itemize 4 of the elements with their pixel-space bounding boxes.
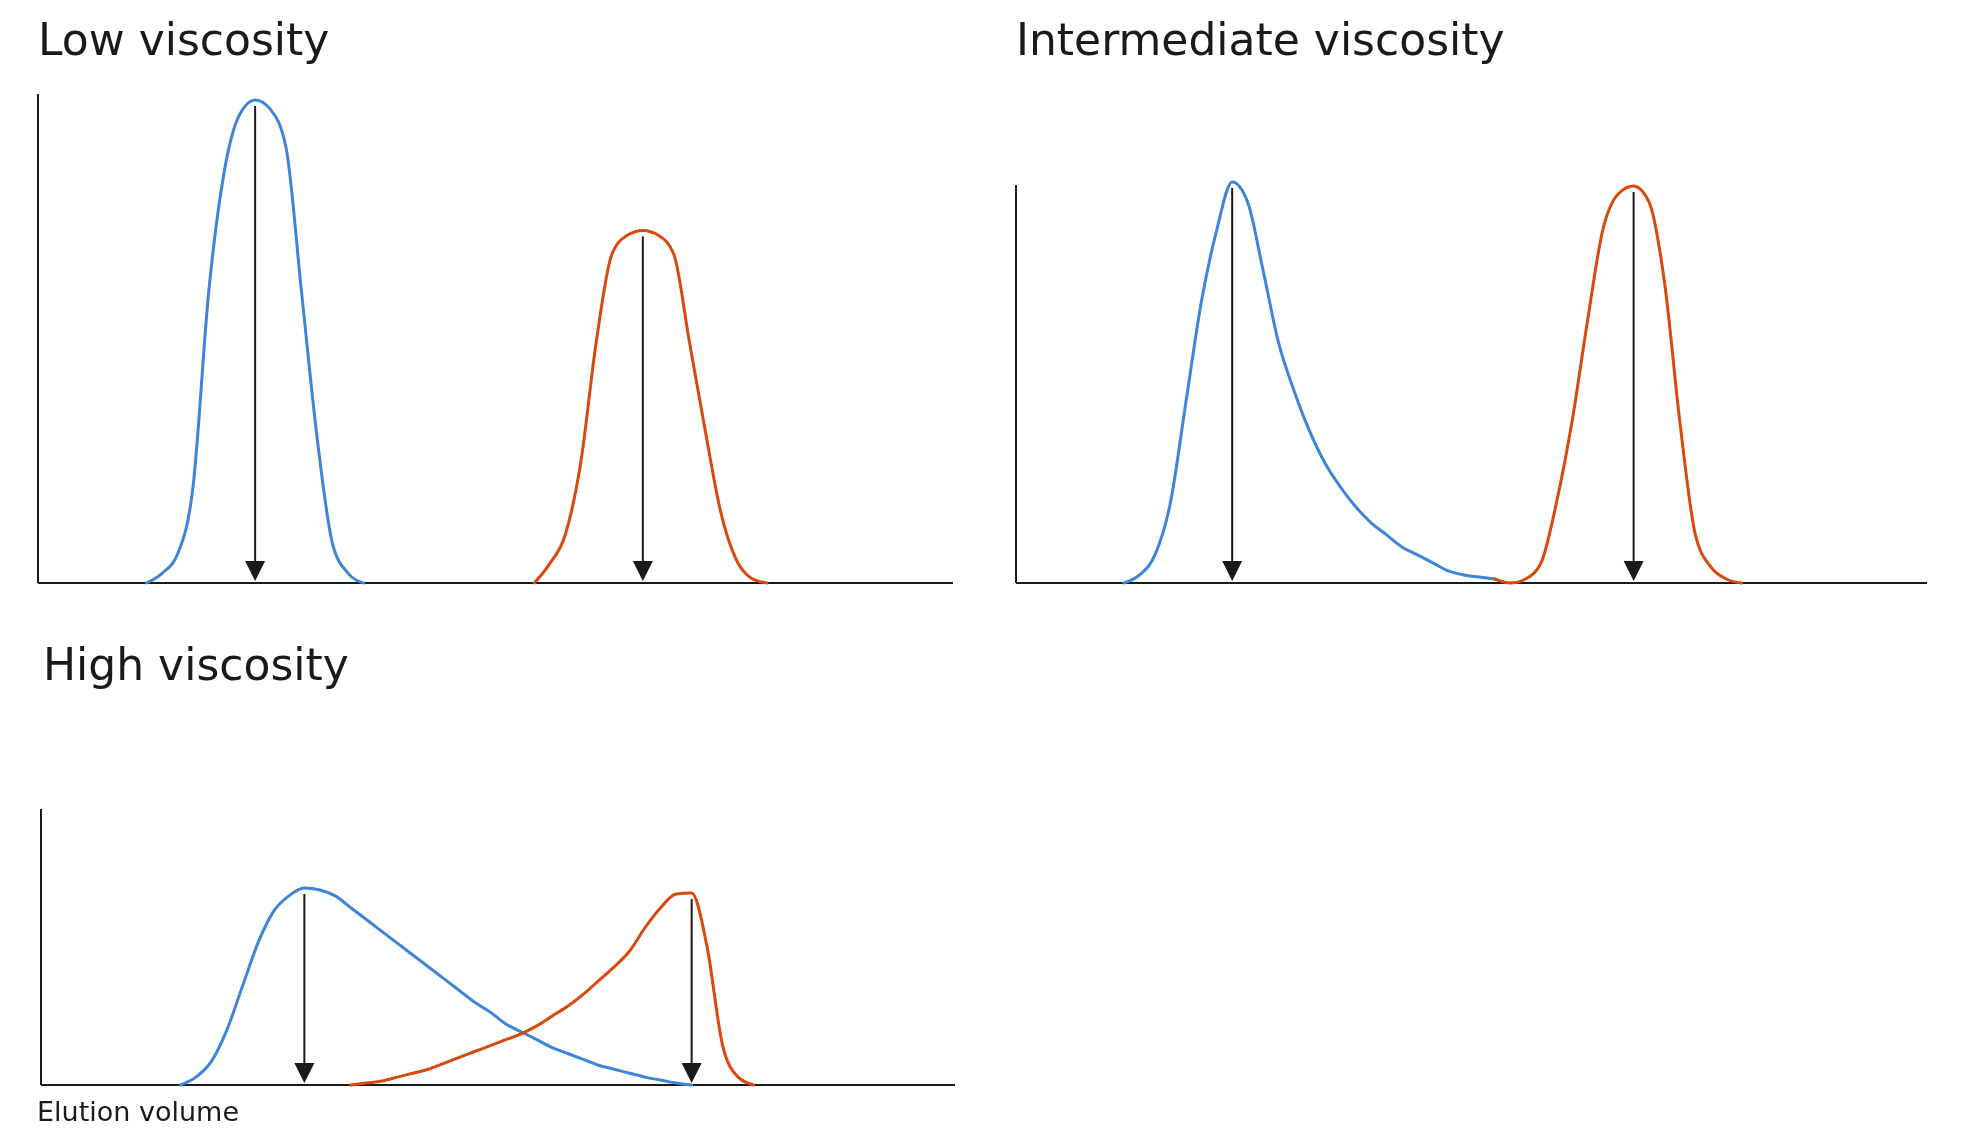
x-axis-title: Elution volume <box>37 1096 239 1127</box>
chart-title: Intermediate viscosity <box>1016 14 1505 65</box>
chart-title: High viscosity <box>43 639 349 690</box>
chart-title: Low viscosity <box>38 14 330 65</box>
